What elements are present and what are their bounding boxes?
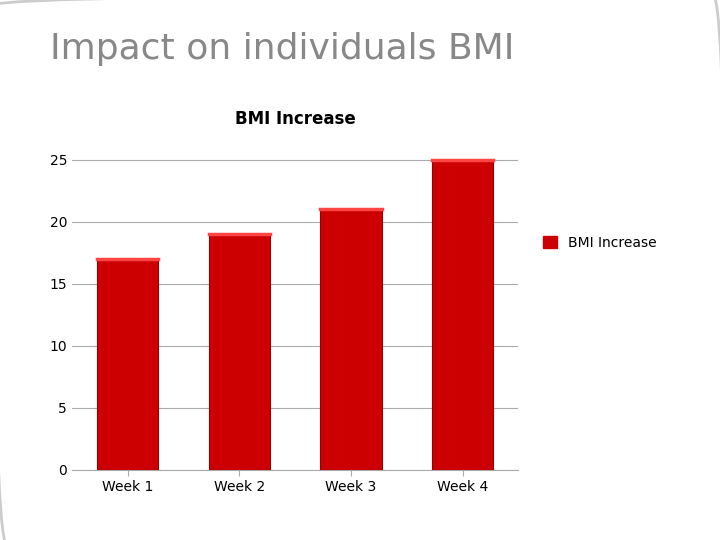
Bar: [209, 234, 270, 470]
Bar: [97, 259, 158, 470]
Legend: BMI Increase: BMI Increase: [543, 235, 657, 249]
Title: BMI Increase: BMI Increase: [235, 110, 356, 128]
Bar: [320, 210, 382, 470]
Bar: [432, 160, 493, 470]
Text: Impact on individuals BMI: Impact on individuals BMI: [50, 32, 515, 66]
